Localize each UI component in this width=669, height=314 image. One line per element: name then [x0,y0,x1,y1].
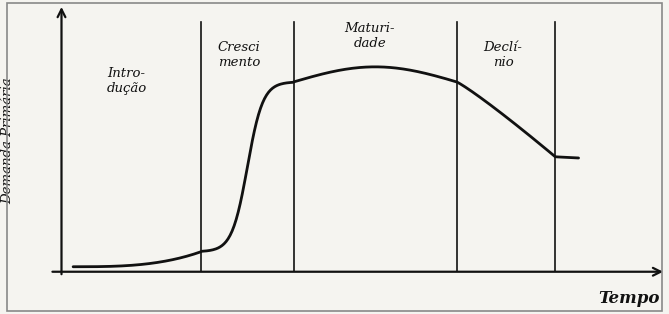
Text: Demanda Primária: Demanda Primária [1,77,15,204]
Text: Cresci
mento: Cresci mento [218,41,261,69]
Text: Maturi-
dade: Maturi- dade [345,23,395,51]
Text: Intro-
dução: Intro- dução [106,67,147,95]
Text: Tempo: Tempo [599,290,660,307]
Text: Declí-
nio: Declí- nio [484,41,522,69]
